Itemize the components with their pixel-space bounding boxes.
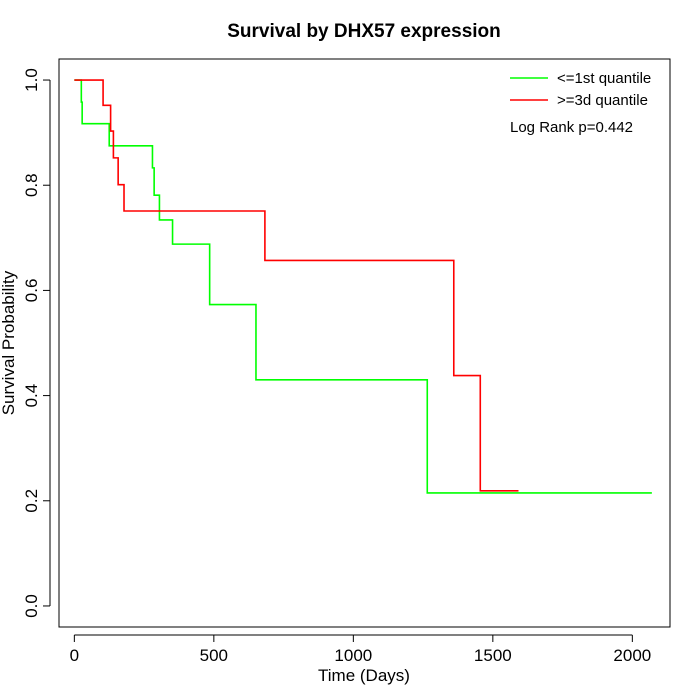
x-tick-label: 0 — [70, 646, 79, 665]
plot-frame — [58, 58, 671, 628]
survival-curve-series-2 — [74, 79, 519, 492]
x-tick-label: 500 — [200, 646, 228, 665]
y-tick-label: 0.4 — [22, 384, 41, 408]
y-tick-label: 0.0 — [22, 594, 41, 618]
y-tick-label: 0.6 — [22, 279, 41, 303]
series-group — [74, 79, 652, 494]
x-axis: 0 500 1000 1500 2000 — [70, 634, 651, 665]
y-tick-label: 0.8 — [22, 173, 41, 197]
x-tick-label: 2000 — [613, 646, 651, 665]
legend-label-series-2: >=3d quantile — [557, 92, 648, 109]
y-tick-label: 0.2 — [22, 489, 41, 513]
x-tick-label: 1000 — [334, 646, 372, 665]
x-axis-title: Time (Days) — [318, 666, 410, 685]
chart-title: Survival by DHX57 expression — [227, 21, 501, 42]
survival-curve-series-1 — [74, 79, 652, 494]
log-rank-annotation: Log Rank p=0.442 — [510, 119, 633, 136]
y-axis-title: Survival Probability — [0, 270, 18, 415]
x-tick-label: 1500 — [474, 646, 512, 665]
y-axis: 0.0 0.2 0.4 0.6 0.8 1.0 — [22, 68, 51, 618]
legend: <=1st quantile >=3d quantile — [510, 70, 651, 109]
legend-label-series-1: <=1st quantile — [557, 70, 651, 87]
y-tick-label: 1.0 — [22, 68, 41, 92]
